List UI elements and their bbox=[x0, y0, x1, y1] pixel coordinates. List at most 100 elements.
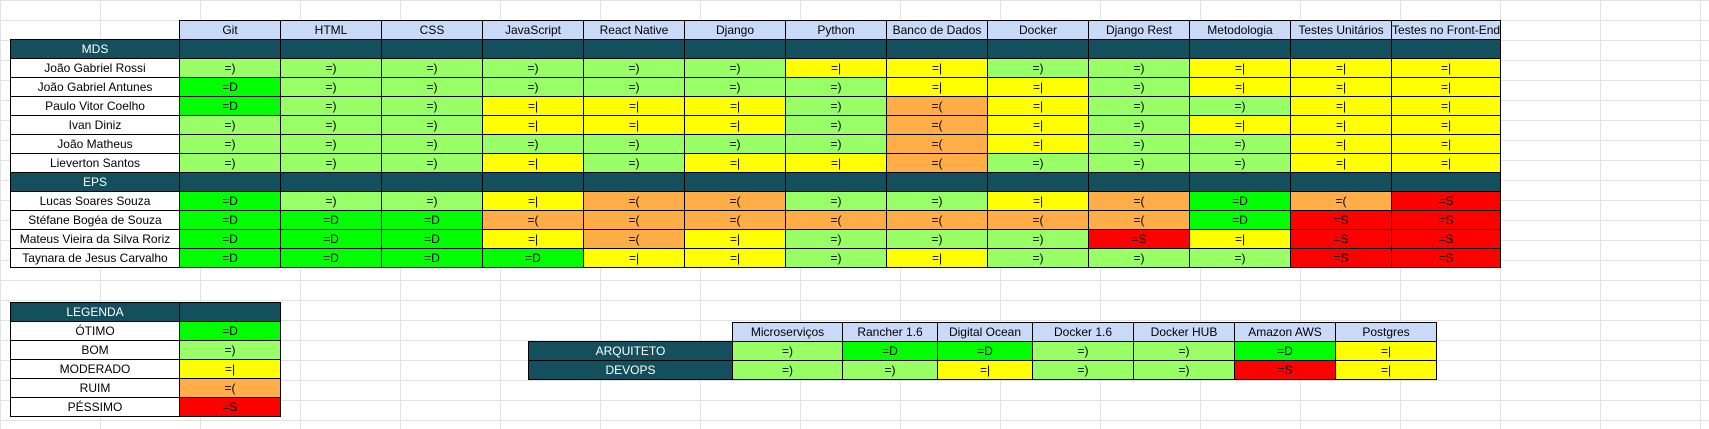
rating-cell[interactable]: =| bbox=[583, 115, 685, 135]
rating-cell[interactable]: =) bbox=[583, 134, 685, 154]
rating-cell[interactable]: =| bbox=[937, 360, 1033, 380]
rating-cell[interactable]: =D bbox=[1189, 191, 1291, 211]
column-header-amazon-aws[interactable]: Amazon AWS bbox=[1234, 322, 1336, 342]
rating-cell[interactable]: =| bbox=[1290, 153, 1392, 173]
rating-cell[interactable]: =| bbox=[684, 115, 786, 135]
rating-cell[interactable]: =) bbox=[280, 191, 382, 211]
rating-cell[interactable]: =| bbox=[1390, 153, 1502, 173]
rating-cell[interactable]: =) bbox=[785, 191, 887, 211]
rating-cell[interactable]: =) bbox=[684, 134, 786, 154]
rating-cell[interactable]: =( bbox=[886, 96, 988, 116]
rating-cell[interactable]: =) bbox=[842, 360, 938, 380]
rating-cell[interactable]: =| bbox=[1390, 115, 1502, 135]
rating-cell[interactable]: =) bbox=[381, 115, 483, 135]
rating-cell[interactable]: =) bbox=[1088, 115, 1190, 135]
member-name[interactable]: João Matheus bbox=[10, 134, 180, 154]
rating-cell[interactable]: =) bbox=[280, 134, 382, 154]
rating-cell[interactable]: =) bbox=[482, 58, 584, 78]
rating-cell[interactable]: =( bbox=[482, 210, 584, 230]
rating-cell[interactable]: =) bbox=[1133, 360, 1235, 380]
legend-label[interactable]: MODERADO bbox=[10, 359, 180, 379]
section-fill-cell[interactable] bbox=[886, 172, 988, 192]
rating-cell[interactable]: =D bbox=[280, 248, 382, 268]
rating-cell[interactable]: =( bbox=[886, 115, 988, 135]
rating-cell[interactable]: =D bbox=[1189, 210, 1291, 230]
column-header-html[interactable]: HTML bbox=[280, 20, 382, 40]
rating-cell[interactable]: =| bbox=[482, 115, 584, 135]
section-fill-cell[interactable] bbox=[482, 172, 584, 192]
rating-cell[interactable]: =| bbox=[1189, 58, 1291, 78]
rating-cell[interactable]: =| bbox=[1290, 58, 1392, 78]
column-header-docker-1-6[interactable]: Docker 1.6 bbox=[1032, 322, 1134, 342]
rating-cell[interactable]: =( bbox=[684, 210, 786, 230]
rating-cell[interactable]: =| bbox=[886, 77, 988, 97]
legend-title[interactable]: LEGENDA bbox=[10, 302, 180, 322]
rating-cell[interactable]: =| bbox=[482, 229, 584, 249]
column-header-git[interactable]: Git bbox=[179, 20, 281, 40]
section-fill-cell[interactable] bbox=[179, 39, 281, 59]
rating-cell[interactable]: =| bbox=[482, 191, 584, 211]
rating-cell[interactable]: =( bbox=[583, 191, 685, 211]
rating-cell[interactable]: =) bbox=[1133, 341, 1235, 361]
rating-cell[interactable]: =| bbox=[482, 96, 584, 116]
rating-cell[interactable]: =) bbox=[987, 153, 1089, 173]
rating-cell[interactable]: =D bbox=[179, 191, 281, 211]
column-header-docker[interactable]: Docker bbox=[987, 20, 1089, 40]
rating-cell[interactable]: =D bbox=[482, 248, 584, 268]
rating-cell[interactable]: =) bbox=[280, 96, 382, 116]
rating-cell[interactable]: =( bbox=[886, 210, 988, 230]
rating-cell[interactable]: =) bbox=[179, 153, 281, 173]
rating-cell[interactable]: =) bbox=[482, 134, 584, 154]
legend-swatch[interactable]: =( bbox=[179, 378, 281, 398]
column-header-python[interactable]: Python bbox=[785, 20, 887, 40]
rating-cell[interactable]: =D bbox=[179, 210, 281, 230]
section-fill-cell[interactable] bbox=[1189, 172, 1291, 192]
rating-cell[interactable]: =( bbox=[1088, 191, 1190, 211]
rating-cell[interactable]: =) bbox=[179, 134, 281, 154]
rating-cell[interactable]: =| bbox=[684, 229, 786, 249]
rating-cell[interactable]: =) bbox=[1088, 248, 1190, 268]
rating-cell[interactable]: =) bbox=[785, 248, 887, 268]
rating-cell[interactable]: =( bbox=[886, 153, 988, 173]
rating-cell[interactable]: =) bbox=[280, 77, 382, 97]
rating-cell[interactable]: =) bbox=[381, 191, 483, 211]
rating-cell[interactable]: =) bbox=[684, 58, 786, 78]
rating-cell[interactable]: =D bbox=[1234, 341, 1336, 361]
column-header-javascript[interactable]: JavaScript bbox=[482, 20, 584, 40]
member-name[interactable]: Mateus Vieira da Silva Roriz bbox=[10, 229, 180, 249]
rating-cell[interactable]: =) bbox=[381, 134, 483, 154]
section-fill-cell[interactable] bbox=[381, 39, 483, 59]
section-fill-cell[interactable] bbox=[1189, 39, 1291, 59]
rating-cell[interactable]: =D bbox=[381, 210, 483, 230]
rating-cell[interactable]: =) bbox=[886, 229, 988, 249]
section-fill-cell[interactable] bbox=[583, 39, 685, 59]
rating-cell[interactable]: =) bbox=[1088, 134, 1190, 154]
rating-cell[interactable]: =) bbox=[583, 77, 685, 97]
rating-cell[interactable]: =| bbox=[684, 248, 786, 268]
rating-cell[interactable]: =) bbox=[381, 58, 483, 78]
rating-cell[interactable]: =| bbox=[684, 153, 786, 173]
rating-cell[interactable]: =D bbox=[280, 229, 382, 249]
rating-cell[interactable]: =| bbox=[482, 153, 584, 173]
member-name[interactable]: Paulo Vitor Coelho bbox=[10, 96, 180, 116]
rating-cell[interactable]: =) bbox=[179, 58, 281, 78]
section-fill-cell[interactable] bbox=[1290, 39, 1392, 59]
member-name[interactable]: João Gabriel Rossi bbox=[10, 58, 180, 78]
section-fill-cell[interactable] bbox=[1290, 172, 1392, 192]
rating-cell[interactable]: =| bbox=[1335, 360, 1437, 380]
section-fill-cell[interactable] bbox=[1088, 39, 1190, 59]
member-name[interactable]: João Gabriel Antunes bbox=[10, 77, 180, 97]
section-fill-cell[interactable] bbox=[785, 172, 887, 192]
legend-swatch[interactable]: =D bbox=[179, 321, 281, 341]
rating-cell[interactable]: =| bbox=[1290, 134, 1392, 154]
rating-cell[interactable]: =D bbox=[937, 341, 1033, 361]
section-fill-cell[interactable] bbox=[280, 39, 382, 59]
rating-cell[interactable]: =S bbox=[1290, 229, 1392, 249]
rating-cell[interactable]: =) bbox=[381, 96, 483, 116]
rating-cell[interactable]: =S bbox=[1390, 191, 1502, 211]
section-fill-cell[interactable] bbox=[280, 172, 382, 192]
rating-cell[interactable]: =S bbox=[1234, 360, 1336, 380]
rating-cell[interactable]: =) bbox=[583, 58, 685, 78]
rating-cell[interactable]: =) bbox=[732, 341, 843, 361]
legend-swatch[interactable]: =S bbox=[179, 397, 281, 417]
